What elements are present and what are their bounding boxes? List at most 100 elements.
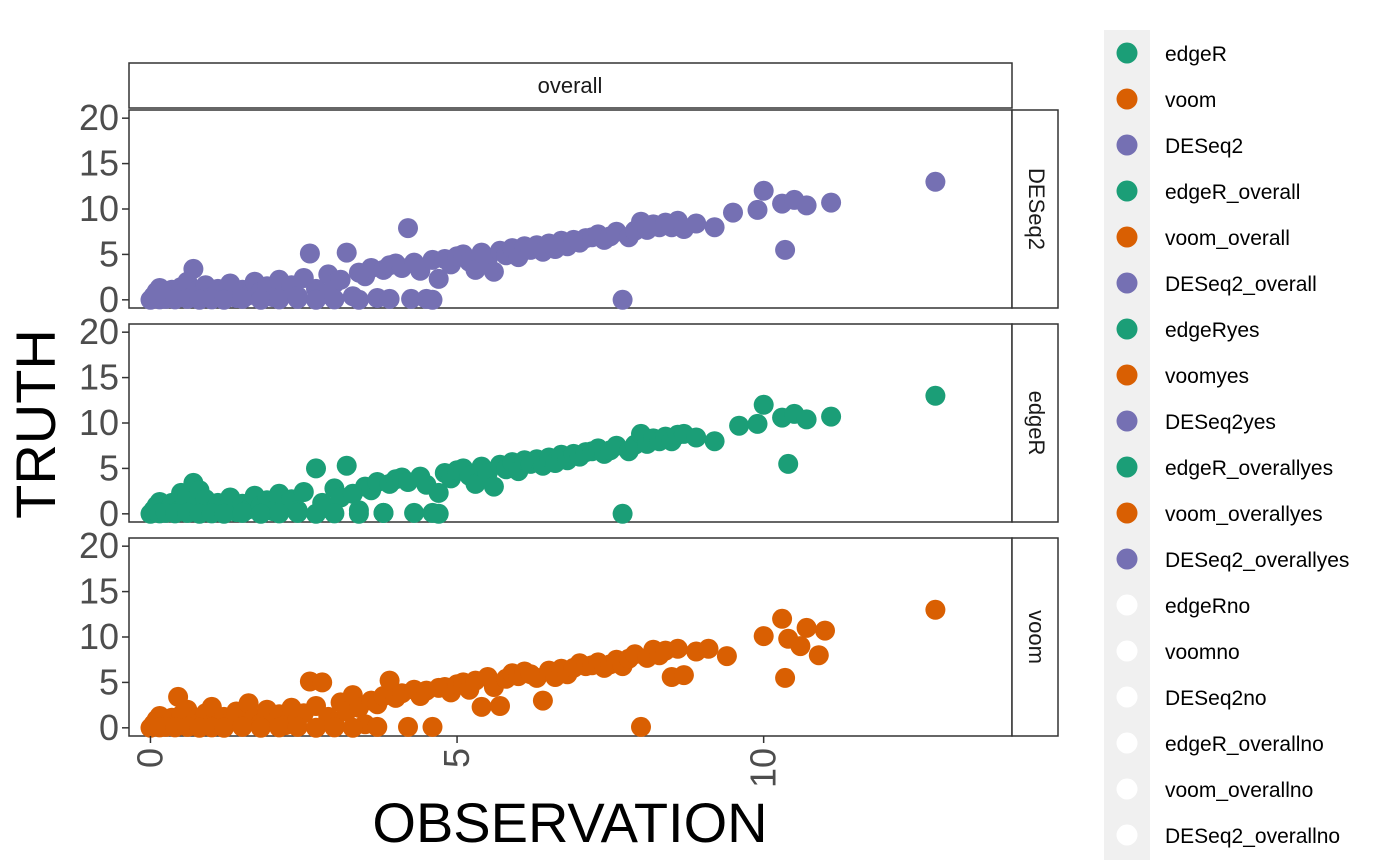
legend-key xyxy=(1116,272,1138,294)
legend-label: voomno xyxy=(1165,641,1240,664)
legend-key xyxy=(1116,318,1138,340)
legend-item: DESeq2yes xyxy=(1116,410,1276,434)
data-point xyxy=(772,608,793,629)
data-point xyxy=(287,716,308,737)
legend-key xyxy=(1116,502,1138,524)
legend-label: DESeq2yes xyxy=(1165,411,1276,434)
legend-label: edgeR_overallyes xyxy=(1165,457,1333,480)
data-point xyxy=(821,406,842,427)
data-point xyxy=(232,716,253,737)
legend: edgeR voom DESeq2 edgeR_overall voom_overall… xyxy=(1116,42,1349,848)
legend-key xyxy=(1116,226,1138,248)
legend-key xyxy=(1116,456,1138,478)
y-tick-label: 5 xyxy=(99,447,119,488)
data-point xyxy=(336,455,357,476)
legend-label: DESeq2no xyxy=(1165,687,1267,710)
y-tick-label: 15 xyxy=(79,143,119,184)
data-point xyxy=(250,717,271,738)
legend-item: voom_overall xyxy=(1116,226,1290,250)
data-point xyxy=(324,289,345,310)
legend-item: DESeq2_overallyes xyxy=(1116,548,1349,572)
data-point xyxy=(428,503,449,524)
data-point xyxy=(269,503,290,524)
data-point xyxy=(796,195,817,216)
data-point xyxy=(336,242,357,263)
legend-key xyxy=(1116,686,1138,708)
data-point xyxy=(342,717,363,738)
data-point xyxy=(183,258,204,279)
data-point xyxy=(287,502,308,523)
data-point xyxy=(306,289,326,310)
x-tick-label: 5 xyxy=(436,748,477,768)
data-point xyxy=(250,503,271,524)
data-point xyxy=(796,617,817,638)
y-tick-label: 15 xyxy=(79,357,119,398)
data-point xyxy=(299,243,320,264)
data-point xyxy=(306,458,326,479)
data-point xyxy=(373,502,394,523)
panel-strip-label: edgeR xyxy=(1024,391,1049,456)
data-point xyxy=(401,288,422,309)
data-point xyxy=(667,638,688,659)
legend-label: edgeRyes xyxy=(1165,319,1260,342)
data-point xyxy=(686,213,707,234)
data-point xyxy=(631,716,651,737)
legend-item: DESeq2 xyxy=(1116,134,1243,158)
data-point xyxy=(673,665,694,686)
data-point xyxy=(612,503,633,524)
panel-strip-label: voom xyxy=(1024,610,1049,664)
data-point xyxy=(796,409,817,430)
legend-background xyxy=(1104,30,1150,860)
legend-key xyxy=(1116,88,1138,110)
legend-key xyxy=(1116,824,1138,846)
data-point xyxy=(214,717,234,738)
data-point xyxy=(747,199,768,220)
legend-label: voom_overallno xyxy=(1165,779,1313,802)
legend-item: voom_overallno xyxy=(1116,778,1313,802)
legend-item: edgeR_overallyes xyxy=(1116,456,1333,480)
data-point xyxy=(287,288,308,309)
legend-key xyxy=(1116,410,1138,432)
data-point xyxy=(753,394,774,415)
data-point xyxy=(704,431,725,452)
data-point xyxy=(250,289,271,310)
data-point xyxy=(428,482,449,503)
data-point xyxy=(293,482,314,502)
legend-label: DESeq2_overall xyxy=(1165,273,1317,296)
top-strip-label: overall xyxy=(538,73,603,98)
y-tick-label: 0 xyxy=(99,707,119,748)
data-point xyxy=(753,180,774,201)
legend-item: voomyes xyxy=(1116,364,1249,388)
data-point xyxy=(422,716,443,737)
data-point xyxy=(925,599,946,620)
data-point xyxy=(306,503,326,524)
data-point xyxy=(398,716,418,737)
data-point xyxy=(532,690,553,711)
y-tick-label: 20 xyxy=(79,311,119,352)
data-point xyxy=(306,717,326,738)
legend-item: edgeRno xyxy=(1116,594,1250,618)
x-tick-label: 0 xyxy=(129,748,170,768)
panel-strip-label: DESeq2 xyxy=(1024,168,1049,250)
data-point xyxy=(729,415,750,436)
data-point xyxy=(214,503,234,524)
data-point xyxy=(404,502,425,523)
panel-strip xyxy=(1011,323,1059,523)
legend-label: DESeq2_overallyes xyxy=(1165,549,1349,572)
legend-label: edgeR_overall xyxy=(1165,181,1300,204)
legend-label: DESeq2_overallno xyxy=(1165,825,1340,848)
data-point xyxy=(747,413,768,434)
data-point xyxy=(330,269,351,290)
data-point xyxy=(483,476,504,497)
data-point xyxy=(214,289,234,310)
data-point xyxy=(790,636,811,657)
data-point xyxy=(925,171,946,192)
legend-item: edgeR xyxy=(1116,42,1227,66)
top-strip-box xyxy=(128,62,1013,109)
y-tick-label: 0 xyxy=(99,279,119,320)
legend-item: edgeRyes xyxy=(1116,318,1260,342)
data-point xyxy=(490,696,510,716)
y-tick-label: 10 xyxy=(79,402,119,443)
